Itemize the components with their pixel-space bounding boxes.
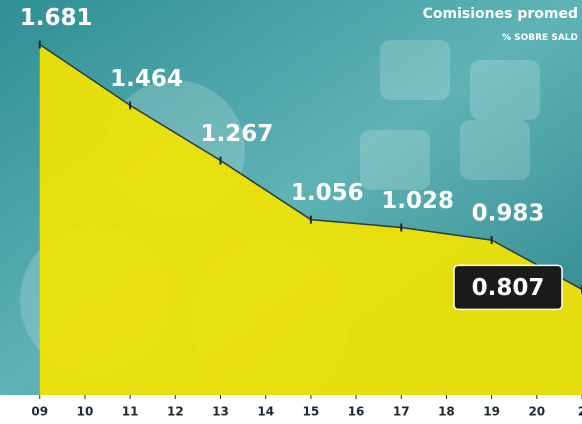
value-label: 0.983 [472,201,545,227]
x-tick-label: 18 [438,405,455,419]
value-label: 1.681 [20,5,93,31]
x-tick-label: 10 [77,405,94,419]
x-tick-label: 12 [167,405,184,419]
x-tick-label: 20 [528,405,545,419]
value-label: 1.267 [201,121,274,147]
chart: 1.681 1.464 1.267 1.056 1.028 0.983 0.807 Comi… [0,0,582,424]
x-tick-label: 16 [348,405,365,419]
x-tick-label: 15 [303,405,320,419]
x-tick-label: 11 [122,405,139,419]
chart-subtitle: % SOBRE SALD [502,33,578,43]
x-tick-label: 14 [257,405,274,419]
value-label: 1.464 [110,66,183,92]
value-label: 1.028 [381,188,454,214]
x-tick-label: 2 [578,405,582,419]
x-tick-label: 17 [393,405,410,419]
value-label: 1.056 [291,180,364,206]
x-tick-label: 09 [31,405,48,419]
x-tick-label: 19 [483,405,500,419]
value-label: 0.807 [472,275,545,301]
x-tick-label: 13 [212,405,229,419]
chart-title: Comisiones promed [423,6,578,22]
